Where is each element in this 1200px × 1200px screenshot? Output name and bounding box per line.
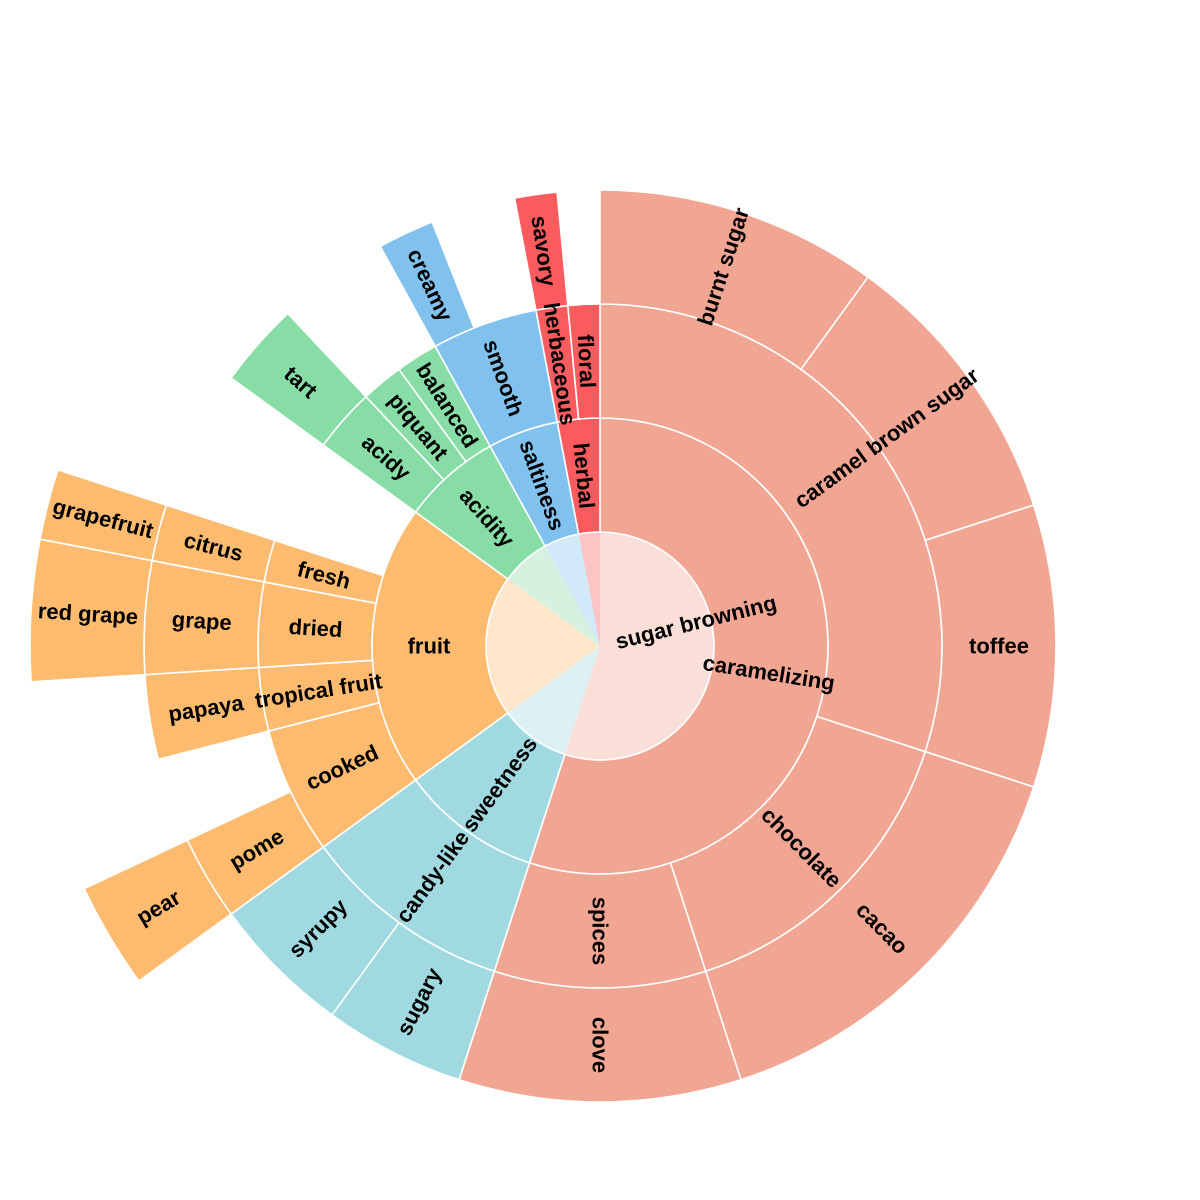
ring-segments: [29, 189, 1057, 1103]
label-herbal: herbal: [568, 442, 599, 510]
center-wedge-herbal[interactable]: [578, 532, 600, 646]
segment-creamy[interactable]: [379, 220, 476, 348]
label-toffee: toffee: [969, 634, 1029, 659]
label-spices: spices: [588, 897, 613, 966]
center-wedge-acidity[interactable]: [507, 546, 600, 646]
center-wedge-sweetness[interactable]: [507, 646, 600, 755]
center-wedge-saltiness[interactable]: [545, 534, 600, 646]
label-grape: grape: [171, 607, 232, 636]
center-segments: [485, 531, 715, 761]
label-floral: floral: [573, 334, 601, 389]
segment-floral[interactable]: [566, 303, 601, 420]
center-wedge-fruit[interactable]: [486, 578, 600, 714]
segment-grapefruit[interactable]: [39, 468, 168, 562]
label-clove: clove: [588, 1017, 613, 1073]
label-fruit: fruit: [408, 634, 451, 659]
center-wedge-caramelizing[interactable]: [564, 532, 714, 760]
segment-pear[interactable]: [83, 839, 233, 983]
center-overlay: [485, 531, 715, 761]
label-dried: dried: [288, 614, 343, 642]
